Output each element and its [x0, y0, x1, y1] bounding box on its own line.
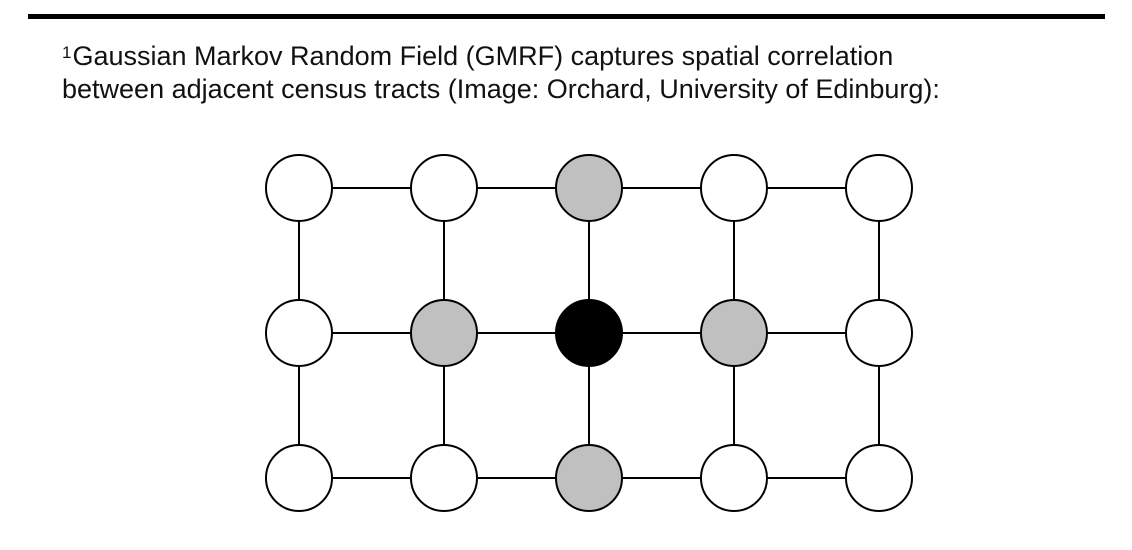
node-center-r1-c2	[555, 299, 623, 367]
node-empty-r1-c0	[265, 299, 333, 367]
lattice-nodes	[265, 154, 913, 512]
node-empty-r2-c0	[265, 444, 333, 512]
node-neighbor-r2-c2	[555, 444, 623, 512]
node-neighbor-r0-c2	[555, 154, 623, 222]
top-rule	[28, 14, 1105, 19]
node-empty-r0-c3	[700, 154, 768, 222]
node-empty-r0-c4	[845, 154, 913, 222]
node-empty-r2-c1	[410, 444, 478, 512]
node-empty-r1-c4	[845, 299, 913, 367]
footnote-marker: 1	[62, 43, 72, 62]
footnote: 1Gaussian Markov Random Field (GMRF) cap…	[62, 40, 1112, 106]
node-empty-r0-c1	[410, 154, 478, 222]
node-empty-r2-c3	[700, 444, 768, 512]
node-empty-r2-c4	[845, 444, 913, 512]
node-neighbor-r1-c1	[410, 299, 478, 367]
node-empty-r0-c0	[265, 154, 333, 222]
footnote-line-1: 1Gaussian Markov Random Field (GMRF) cap…	[62, 40, 1112, 73]
footnote-text-1: Gaussian Markov Random Field (GMRF) capt…	[72, 41, 894, 71]
footnote-line-2: between adjacent census tracts (Image: O…	[62, 74, 940, 104]
node-neighbor-r1-c3	[700, 299, 768, 367]
